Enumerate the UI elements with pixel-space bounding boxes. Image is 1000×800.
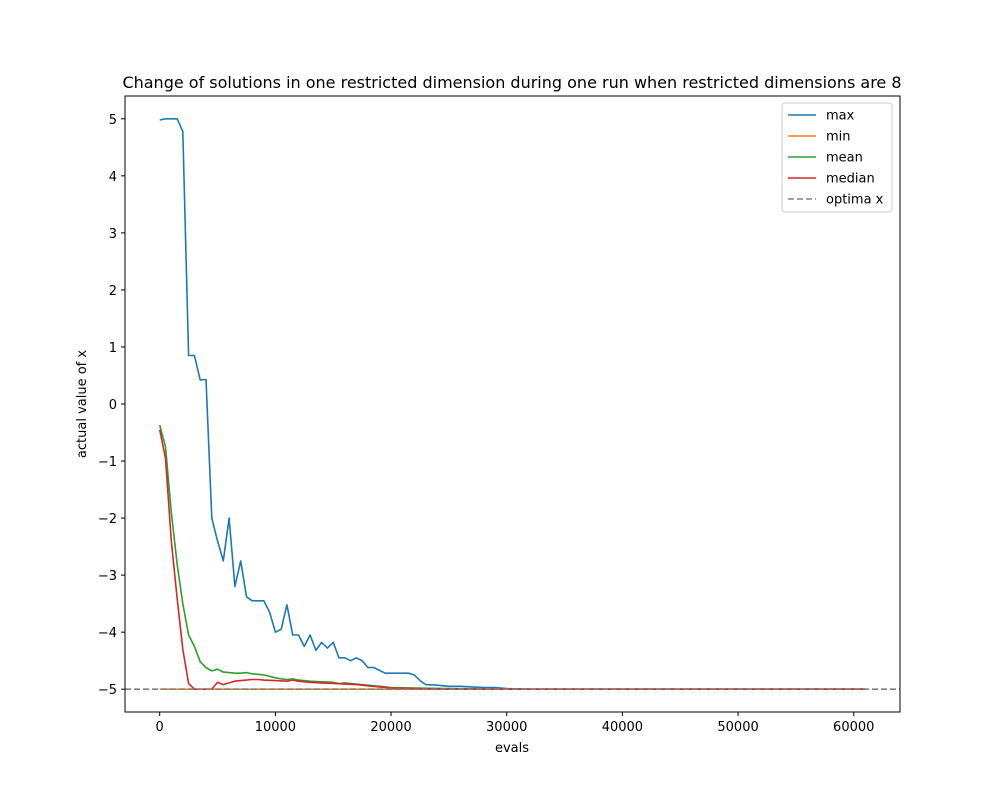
y-tick-label: −2 xyxy=(98,512,117,527)
legend-label: median xyxy=(826,172,875,187)
y-tick-label: −1 xyxy=(98,455,117,470)
series-line-median xyxy=(158,429,866,691)
y-tick-label: 0 xyxy=(109,398,117,413)
x-tick-label: 60000 xyxy=(833,720,874,735)
x-tick-label: 30000 xyxy=(486,720,527,735)
x-tick-label: 0 xyxy=(156,720,164,735)
x-tick-label: 50000 xyxy=(717,720,758,735)
x-tick-label: 20000 xyxy=(370,720,411,735)
y-tick-label: −3 xyxy=(98,569,117,584)
y-tick-label: 2 xyxy=(109,284,117,299)
y-tick-label: 4 xyxy=(109,170,117,185)
y-tick-label: 5 xyxy=(109,113,117,128)
series-line-max xyxy=(159,118,866,691)
x-axis-label: evals xyxy=(495,741,529,756)
y-axis-label: actual value of x xyxy=(75,350,90,458)
legend-box xyxy=(781,102,893,213)
y-tick-label: 1 xyxy=(109,341,117,356)
legend-label: min xyxy=(826,130,851,145)
chart-title: Change of solutions in one restricted di… xyxy=(122,73,901,92)
x-axis: 0 10000 20000 30000 40000 50000 60000 xyxy=(156,712,874,735)
x-tick-label: 40000 xyxy=(602,720,643,735)
legend-label: mean xyxy=(826,151,863,166)
y-tick-label: 3 xyxy=(109,227,117,242)
legend-label: max xyxy=(826,109,855,124)
legend-label: optima x xyxy=(826,193,884,208)
series-layer xyxy=(125,118,900,691)
y-tick-label: −4 xyxy=(98,626,117,641)
x-tick-label: 10000 xyxy=(255,720,296,735)
y-axis: −5 −4 −3 −2 −1 0 1 2 3 4 5 xyxy=(98,113,125,698)
legend: max min mean median optima x xyxy=(781,102,893,213)
y-tick-label: −5 xyxy=(98,683,117,698)
